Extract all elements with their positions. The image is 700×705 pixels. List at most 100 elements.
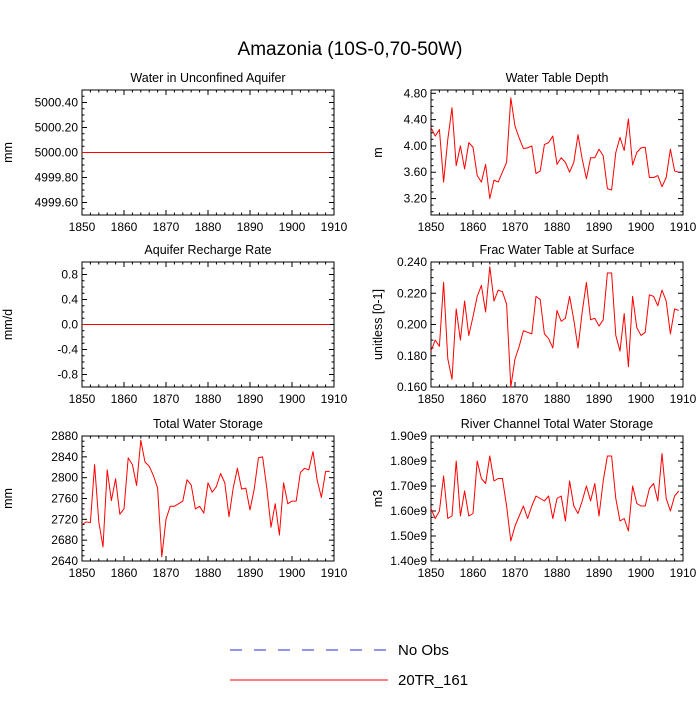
y-tick-label: -0.8 bbox=[57, 368, 78, 382]
series-line-1 bbox=[81, 439, 330, 558]
y-tick-label: 5000.00 bbox=[35, 146, 79, 160]
x-tick-label: 1880 bbox=[544, 220, 571, 234]
y-tick-label: 2800 bbox=[51, 471, 78, 485]
chart-panel-4: Frac Water Table at Surface 1850 1860 1870 1… bbox=[371, 243, 697, 406]
x-tick-label: 1850 bbox=[418, 392, 445, 406]
y-axis-label: mm bbox=[1, 488, 15, 509]
y-tick-label: 1.90e9 bbox=[390, 429, 427, 443]
y-axis-label: mm/d bbox=[1, 309, 15, 340]
x-tick-label: 1900 bbox=[279, 392, 306, 406]
y-tick-label: 0.220 bbox=[397, 286, 427, 300]
x-tick-label: 1860 bbox=[111, 392, 138, 406]
series-line-1 bbox=[430, 266, 679, 388]
x-tick-label: 1910 bbox=[670, 566, 697, 580]
x-tick-label: 1870 bbox=[502, 566, 529, 580]
chart-panels: Water in Unconfined Aquifer 1850 1860 1870 1… bbox=[1, 71, 697, 580]
y-tick-label: 0.0 bbox=[61, 318, 78, 332]
x-tick-label: 1900 bbox=[628, 566, 655, 580]
y-tick-label: 2760 bbox=[51, 492, 78, 506]
panel-title: Total Water Storage bbox=[153, 417, 263, 431]
y-tick-label: 4.80 bbox=[404, 86, 428, 100]
x-tick-label: 1910 bbox=[670, 392, 697, 406]
chart-panel-3: Aquifer Recharge Rate 1850 1860 1870 1880 189… bbox=[1, 243, 348, 406]
x-tick-label: 1900 bbox=[279, 566, 306, 580]
x-tick-label: 1880 bbox=[544, 392, 571, 406]
y-axis-label: m3 bbox=[371, 490, 385, 507]
x-tick-label: 1870 bbox=[153, 220, 180, 234]
y-tick-label: 4999.80 bbox=[35, 171, 79, 185]
chart-panel-5: Total Water Storage 1850 1860 1870 1880 1890 1… bbox=[1, 417, 348, 580]
x-tick-label: 1910 bbox=[670, 220, 697, 234]
panel-title: River Channel Total Water Storage bbox=[461, 417, 654, 431]
x-tick-label: 1900 bbox=[628, 220, 655, 234]
y-tick-label: 1.80e9 bbox=[390, 454, 427, 468]
chart-panel-2: Water Table Depth 1850 1860 1870 1880 1890 190… bbox=[371, 71, 697, 234]
x-tick-label: 1900 bbox=[279, 220, 306, 234]
x-tick-label: 1880 bbox=[544, 566, 571, 580]
x-tick-label: 1910 bbox=[321, 220, 348, 234]
x-tick-label: 1890 bbox=[237, 220, 264, 234]
plot-frame bbox=[430, 261, 684, 388]
y-axis-label: m bbox=[371, 147, 385, 157]
y-tick-label: 4.00 bbox=[404, 139, 428, 153]
legend-label-no-obs: No Obs bbox=[398, 642, 449, 659]
x-tick-label: 1860 bbox=[111, 566, 138, 580]
x-tick-label: 1900 bbox=[628, 392, 655, 406]
y-tick-label: 0.4 bbox=[61, 293, 78, 307]
y-tick-label: 0.240 bbox=[397, 255, 427, 269]
x-tick-label: 1870 bbox=[153, 566, 180, 580]
legend: No Obs 20TR_161 bbox=[230, 642, 468, 689]
main-title: Amazonia (10S-0,70-50W) bbox=[238, 39, 463, 60]
x-tick-label: 1910 bbox=[321, 566, 348, 580]
x-tick-label: 1850 bbox=[69, 220, 96, 234]
y-tick-label: 0.160 bbox=[397, 380, 427, 394]
y-tick-label: 1.50e9 bbox=[390, 529, 427, 543]
panel-title: Water in Unconfined Aquifer bbox=[130, 71, 285, 85]
x-tick-label: 1870 bbox=[502, 220, 529, 234]
x-tick-label: 1890 bbox=[237, 392, 264, 406]
x-tick-label: 1890 bbox=[586, 392, 613, 406]
x-tick-label: 1880 bbox=[195, 566, 222, 580]
legend-label-20tr-161: 20TR_161 bbox=[398, 672, 468, 689]
x-tick-label: 1850 bbox=[69, 566, 96, 580]
series-line-1 bbox=[430, 453, 680, 542]
y-axis-label: unitless [0-1] bbox=[371, 289, 385, 360]
x-tick-label: 1890 bbox=[237, 566, 264, 580]
series-line-1 bbox=[430, 97, 679, 200]
y-tick-label: 2640 bbox=[51, 554, 78, 568]
x-tick-label: 1860 bbox=[460, 220, 487, 234]
y-tick-label: 4999.60 bbox=[35, 196, 79, 210]
x-tick-label: 1850 bbox=[418, 220, 445, 234]
chart-panel-6: River Channel Total Water Storage 1850 186… bbox=[371, 417, 697, 580]
x-tick-label: 1850 bbox=[69, 392, 96, 406]
y-tick-label: 2720 bbox=[51, 512, 78, 526]
chart-panel-1: Water in Unconfined Aquifer 1850 1860 1870 1… bbox=[1, 71, 348, 234]
y-tick-label: -0.4 bbox=[57, 343, 78, 357]
panel-title: Water Table Depth bbox=[506, 71, 609, 85]
x-tick-label: 1890 bbox=[586, 220, 613, 234]
x-tick-label: 1870 bbox=[153, 392, 180, 406]
panel-title: Frac Water Table at Surface bbox=[480, 243, 635, 257]
x-tick-label: 1890 bbox=[586, 566, 613, 580]
y-tick-label: 2840 bbox=[51, 450, 78, 464]
y-tick-label: 2680 bbox=[51, 533, 78, 547]
y-tick-label: 3.20 bbox=[404, 192, 428, 206]
y-tick-label: 4.40 bbox=[404, 113, 428, 127]
y-tick-label: 1.40e9 bbox=[390, 554, 427, 568]
x-tick-label: 1860 bbox=[460, 566, 487, 580]
x-tick-label: 1860 bbox=[460, 392, 487, 406]
x-tick-label: 1910 bbox=[321, 392, 348, 406]
x-tick-label: 1880 bbox=[195, 392, 222, 406]
y-tick-label: 5000.40 bbox=[35, 96, 79, 110]
y-tick-label: 0.180 bbox=[397, 349, 427, 363]
y-tick-label: 0.200 bbox=[397, 318, 427, 332]
y-tick-label: 5000.20 bbox=[35, 121, 79, 135]
y-tick-label: 1.60e9 bbox=[390, 504, 427, 518]
x-tick-label: 1860 bbox=[111, 220, 138, 234]
x-tick-label: 1850 bbox=[418, 566, 445, 580]
y-tick-label: 0.8 bbox=[61, 268, 78, 282]
y-tick-label: 1.70e9 bbox=[390, 479, 427, 493]
x-tick-label: 1870 bbox=[502, 392, 529, 406]
x-tick-label: 1880 bbox=[195, 220, 222, 234]
